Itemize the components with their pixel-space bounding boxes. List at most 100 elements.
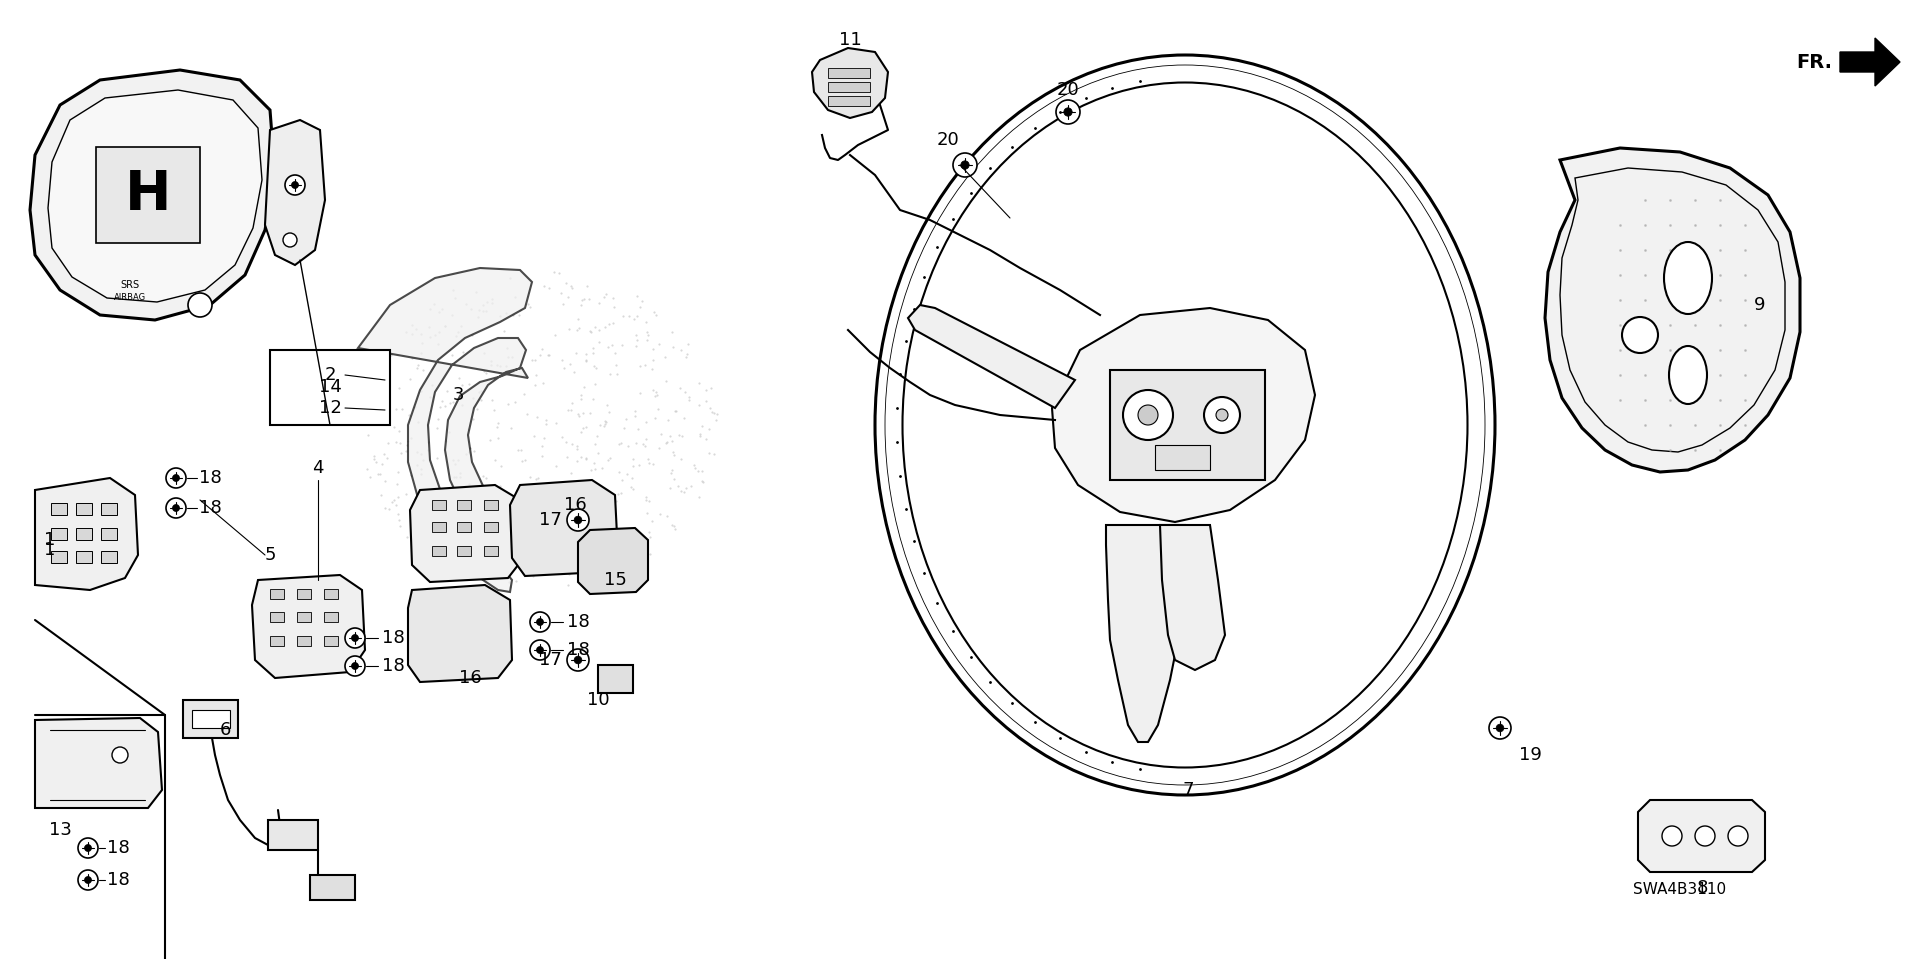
Bar xyxy=(52,503,67,515)
Bar xyxy=(324,636,338,646)
Circle shape xyxy=(566,509,589,531)
Polygon shape xyxy=(35,478,138,590)
Polygon shape xyxy=(1106,525,1185,742)
Polygon shape xyxy=(31,70,275,320)
Circle shape xyxy=(1123,390,1173,440)
Circle shape xyxy=(1204,397,1240,433)
Text: AIRBAG: AIRBAG xyxy=(113,293,146,302)
Text: 16: 16 xyxy=(564,496,586,514)
Bar xyxy=(484,500,497,510)
Circle shape xyxy=(165,498,186,518)
Circle shape xyxy=(952,153,977,177)
Bar xyxy=(484,522,497,532)
Text: 18: 18 xyxy=(382,657,405,675)
Text: 17: 17 xyxy=(540,511,563,529)
Bar xyxy=(432,500,445,510)
Circle shape xyxy=(1622,317,1659,353)
Text: 6: 6 xyxy=(219,721,230,739)
Text: 2: 2 xyxy=(324,366,336,384)
Polygon shape xyxy=(407,585,513,682)
Bar xyxy=(271,612,284,622)
Polygon shape xyxy=(265,120,324,265)
Polygon shape xyxy=(1638,800,1764,872)
Text: 9: 9 xyxy=(1755,296,1766,314)
Circle shape xyxy=(351,635,359,642)
Text: 18: 18 xyxy=(108,839,129,857)
Text: FR.: FR. xyxy=(1795,53,1832,72)
Text: 1: 1 xyxy=(44,531,56,549)
Circle shape xyxy=(79,838,98,858)
Bar xyxy=(828,82,870,92)
Ellipse shape xyxy=(1668,346,1707,404)
Polygon shape xyxy=(578,528,649,594)
Text: 5: 5 xyxy=(265,546,276,564)
Bar xyxy=(269,820,319,850)
Bar xyxy=(597,665,634,693)
Text: 15: 15 xyxy=(603,571,626,589)
Bar xyxy=(77,551,92,563)
Polygon shape xyxy=(35,718,161,808)
Bar xyxy=(457,522,470,532)
Bar xyxy=(1110,370,1265,480)
Bar xyxy=(102,528,117,540)
Circle shape xyxy=(530,612,549,632)
Circle shape xyxy=(566,649,589,671)
Text: 8: 8 xyxy=(1695,879,1707,897)
Bar xyxy=(102,503,117,515)
Text: 20: 20 xyxy=(937,131,960,149)
Polygon shape xyxy=(96,147,200,243)
Bar xyxy=(102,551,117,563)
Circle shape xyxy=(536,619,543,625)
Bar xyxy=(457,546,470,556)
Circle shape xyxy=(1064,107,1071,116)
Circle shape xyxy=(1215,409,1229,421)
Bar xyxy=(324,612,338,622)
Text: 18: 18 xyxy=(566,641,589,659)
Bar xyxy=(432,546,445,556)
Circle shape xyxy=(346,628,365,648)
Text: 7: 7 xyxy=(1183,781,1194,799)
Circle shape xyxy=(346,656,365,676)
Polygon shape xyxy=(1546,148,1801,472)
Text: SRS: SRS xyxy=(121,280,140,290)
Circle shape xyxy=(165,468,186,488)
Circle shape xyxy=(351,663,359,669)
Circle shape xyxy=(536,646,543,653)
Ellipse shape xyxy=(902,82,1467,767)
Bar xyxy=(77,503,92,515)
Circle shape xyxy=(111,747,129,763)
Polygon shape xyxy=(48,90,261,302)
Bar xyxy=(1156,445,1210,470)
Bar xyxy=(298,612,311,622)
Text: 18: 18 xyxy=(108,871,129,889)
Circle shape xyxy=(574,656,582,664)
Circle shape xyxy=(1695,826,1715,846)
Circle shape xyxy=(84,845,92,852)
Polygon shape xyxy=(1839,38,1901,86)
Circle shape xyxy=(1496,724,1503,732)
Circle shape xyxy=(84,877,92,883)
Circle shape xyxy=(960,161,970,169)
Bar xyxy=(432,522,445,532)
Circle shape xyxy=(173,504,179,511)
Circle shape xyxy=(79,870,98,890)
Text: 18: 18 xyxy=(198,499,221,517)
Text: 18: 18 xyxy=(566,613,589,631)
Circle shape xyxy=(574,516,582,524)
Text: 10: 10 xyxy=(588,691,609,709)
Circle shape xyxy=(530,640,549,660)
Text: SWA4B3110: SWA4B3110 xyxy=(1634,882,1726,898)
Bar xyxy=(298,589,311,599)
Circle shape xyxy=(188,293,211,317)
Polygon shape xyxy=(357,268,532,592)
Polygon shape xyxy=(511,480,618,576)
Bar xyxy=(271,350,390,425)
Circle shape xyxy=(173,475,179,481)
Circle shape xyxy=(282,233,298,247)
Polygon shape xyxy=(1160,525,1225,670)
Circle shape xyxy=(292,181,298,189)
Bar xyxy=(52,528,67,540)
Text: 11: 11 xyxy=(839,31,862,49)
Polygon shape xyxy=(411,485,522,582)
Circle shape xyxy=(284,175,305,195)
